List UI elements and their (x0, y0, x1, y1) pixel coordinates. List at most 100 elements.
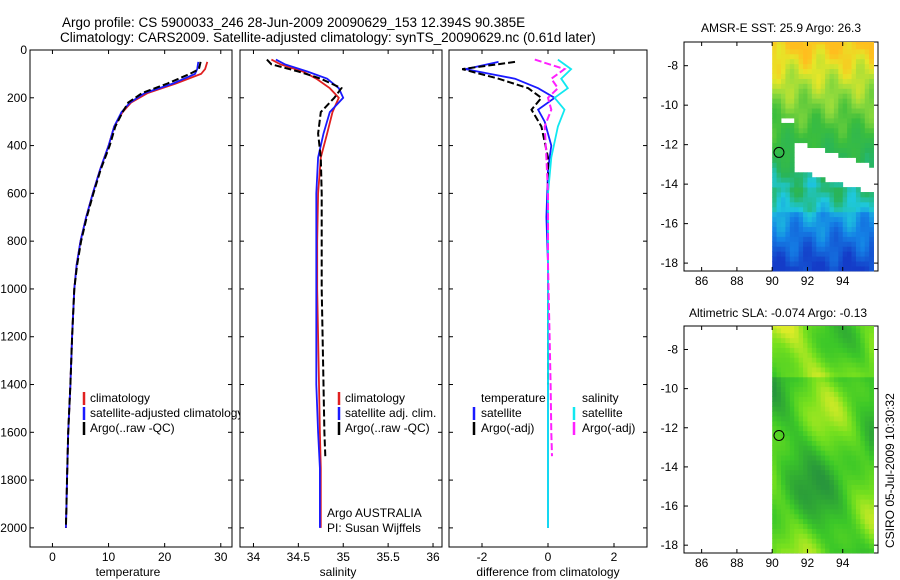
map-cell (860, 192, 866, 198)
map-cell (794, 528, 800, 534)
map-cell (860, 256, 866, 262)
map-cell (789, 137, 795, 144)
map-cell (785, 113, 791, 119)
map-cell (860, 327, 866, 334)
map-cell (869, 42, 874, 45)
map-cell (803, 73, 808, 79)
map-cell (820, 113, 826, 119)
map-cell (811, 206, 817, 213)
temperature-xlabel: temperature (96, 565, 161, 579)
map-cell (864, 137, 870, 144)
map-cell (807, 499, 813, 505)
map-cell (816, 479, 822, 485)
map-cell (842, 460, 848, 466)
map-cell (776, 326, 782, 329)
map-cell (816, 93, 822, 99)
map-cell (785, 533, 791, 539)
y-tick-label: 1000 (0, 282, 27, 296)
map-cell (829, 226, 835, 232)
map-cell (842, 543, 848, 549)
map-cell (816, 327, 822, 334)
map-cell (776, 108, 782, 114)
map-cell (803, 381, 808, 388)
map-cell (825, 113, 830, 119)
map-cell (851, 396, 857, 402)
map-cell (851, 430, 857, 436)
map-cell (847, 256, 852, 262)
map-cell (798, 347, 804, 353)
map-cell (820, 450, 826, 456)
map-cell (820, 513, 826, 520)
map-cell (772, 342, 777, 348)
map-cell (785, 538, 791, 544)
map-cell (838, 499, 844, 505)
map-cell (860, 42, 866, 45)
map-cell (789, 261, 795, 267)
map-cell (869, 256, 874, 262)
legend-label-sal-satellite: satellite (582, 406, 623, 420)
map-cell (789, 445, 795, 451)
map-cell (851, 236, 857, 242)
map-cell (869, 231, 874, 237)
map-cell (798, 352, 804, 358)
map-cell (825, 142, 830, 149)
map-cell (789, 406, 795, 412)
map-cell (820, 371, 826, 378)
map-cell (785, 499, 791, 505)
map-cell (820, 103, 826, 109)
map-cell (785, 103, 791, 109)
map-cell (851, 132, 857, 139)
salinity-xlabel: salinity (320, 565, 357, 579)
map-cell (811, 337, 817, 344)
map-cell (842, 499, 848, 505)
map-cell (776, 440, 782, 446)
map-cell (855, 367, 861, 373)
map-cell (829, 401, 835, 407)
map-cell (864, 494, 870, 500)
map-cell (851, 187, 857, 193)
map-cell (847, 118, 852, 124)
map-cell (855, 357, 861, 363)
map-cell (838, 68, 844, 74)
map-cell (842, 494, 848, 500)
map-cell (816, 376, 822, 383)
map-cell (842, 48, 848, 55)
map-cell (798, 48, 804, 55)
map-cell (807, 42, 813, 45)
argo-float-marker (773, 146, 785, 158)
map-cell (825, 332, 830, 339)
map-cell (842, 326, 848, 329)
map-cell (789, 251, 795, 257)
map-cell (798, 246, 804, 252)
map-cell (847, 231, 852, 237)
map-cell (794, 113, 800, 119)
map-cell (842, 147, 848, 153)
map-cell (869, 53, 874, 60)
map-cell (785, 167, 791, 173)
map-cell (820, 332, 826, 339)
map-cell (776, 362, 782, 368)
map-cell (807, 494, 813, 500)
map-cell (842, 381, 848, 388)
map-cell (829, 420, 835, 427)
map-cell (820, 118, 826, 124)
map-cell (869, 401, 874, 407)
map-cell (803, 98, 808, 104)
map-cell (785, 266, 791, 272)
difference-xlabel: difference from climatology (476, 565, 619, 579)
map-cell (860, 88, 866, 94)
map-cell (825, 376, 830, 383)
map-cell (772, 108, 777, 114)
map-cell (803, 261, 808, 267)
map-cell (833, 391, 839, 397)
map-cell (825, 528, 830, 534)
map-cell (803, 177, 808, 183)
map-cell (855, 118, 861, 124)
map-cell (811, 484, 817, 490)
map-cell (776, 201, 782, 208)
map-cell (781, 226, 786, 232)
sst-map-panel: AMSR-E SST: 25.9 Argo: 26.3 86 88 90 92 94-8… (661, 21, 879, 288)
map-cell (842, 425, 848, 432)
map-cell (807, 450, 813, 456)
map-cell (842, 216, 848, 223)
